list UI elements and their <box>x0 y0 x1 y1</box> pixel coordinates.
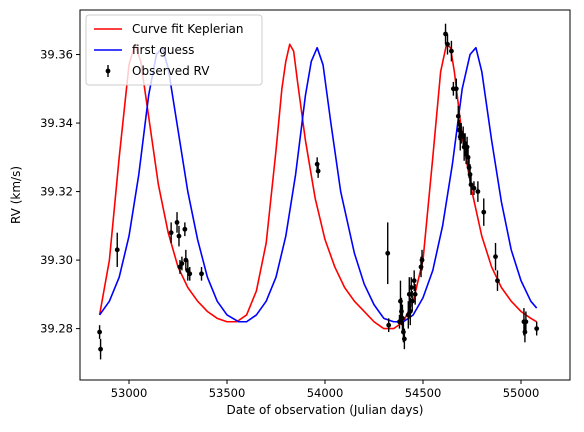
data-point <box>174 220 180 225</box>
data-point <box>182 226 188 232</box>
data-point <box>406 291 412 297</box>
series-layer <box>97 23 540 360</box>
data-point <box>179 261 185 266</box>
data-point <box>199 271 204 277</box>
legend-swatch-marker <box>105 68 111 74</box>
y-axis: 39.28 39.30 39.32 39.34 39.36 <box>40 48 80 336</box>
y-tick-label: 39.28 <box>40 322 73 336</box>
data-point <box>449 48 454 54</box>
x-tick-label: 55000 <box>503 386 540 400</box>
legend-label: first guess <box>132 43 194 57</box>
x-axis-title: Date of observation (Julian days) <box>227 403 424 417</box>
x-tick-label: 54500 <box>405 386 442 400</box>
data-point <box>455 113 461 119</box>
legend: Curve fit Keplerian first guess Observed R… <box>85 14 263 86</box>
data-point <box>97 329 102 335</box>
data-point <box>386 322 392 328</box>
data-point <box>475 189 481 194</box>
data-point <box>407 309 413 314</box>
data-point <box>464 144 470 150</box>
x-tick-label: 54000 <box>307 386 344 400</box>
x-tick-label: 53000 <box>111 386 148 400</box>
data-point <box>523 319 529 325</box>
data-point <box>445 41 450 47</box>
data-point <box>183 257 189 263</box>
data-point <box>468 182 474 188</box>
data-point <box>418 264 424 270</box>
legend-box <box>85 14 263 86</box>
data-point <box>481 209 487 215</box>
x-axis: 53000 53500 54000 54500 55000 <box>111 380 540 400</box>
data-point <box>176 233 182 239</box>
y-tick-label: 39.32 <box>40 185 73 199</box>
y-tick-label: 39.36 <box>40 48 73 62</box>
x-tick-label: 53500 <box>209 386 246 400</box>
data-point <box>443 31 448 37</box>
data-point <box>411 278 417 284</box>
data-point <box>408 285 414 290</box>
legend-label: Observed RV <box>132 64 210 78</box>
data-point <box>495 278 500 284</box>
data-point <box>419 257 425 263</box>
data-point <box>493 254 498 260</box>
data-point <box>471 185 477 191</box>
data-point <box>412 291 418 297</box>
data-point <box>401 336 407 342</box>
y-tick-label: 39.34 <box>40 116 73 130</box>
y-axis-title: RV (km/s) <box>9 166 23 224</box>
data-point <box>187 271 193 277</box>
data-point <box>315 168 321 174</box>
data-point <box>168 230 174 236</box>
data-point <box>409 298 415 304</box>
legend-label: Curve fit Keplerian <box>132 22 244 36</box>
data-point <box>467 172 473 177</box>
data-point <box>534 326 540 332</box>
data-point <box>385 250 391 256</box>
data-point <box>453 86 459 92</box>
series-line-0 <box>98 43 538 330</box>
data-point <box>114 247 120 253</box>
y-tick-label: 39.30 <box>40 253 73 267</box>
data-point <box>400 315 405 321</box>
data-point <box>98 346 103 352</box>
